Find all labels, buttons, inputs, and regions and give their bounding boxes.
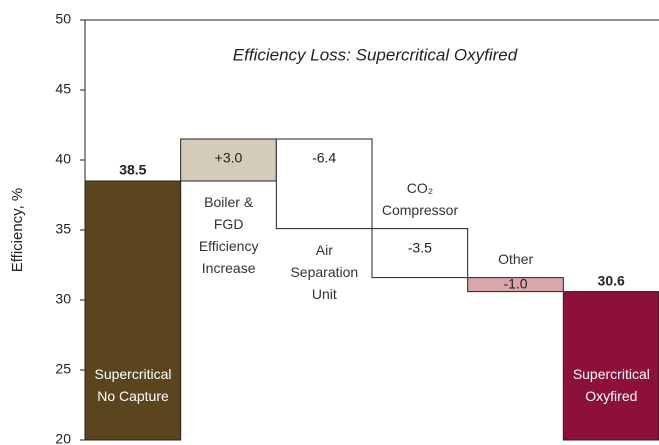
y-axis-label: Efficiency, % (9, 188, 26, 272)
bar (275, 138, 373, 230)
y-tick-label: 20 (55, 431, 71, 445)
y-tick-label: 35 (55, 221, 71, 237)
category-label: Other (498, 250, 534, 267)
value-label: -6.4 (312, 150, 336, 166)
y-tick-label: 25 (55, 361, 71, 377)
category-label: Air Separation Unit (290, 241, 359, 302)
y-tick-label: 50 (55, 11, 71, 27)
bar (467, 277, 564, 293)
value-label: 38.5 (119, 162, 146, 178)
bar (84, 180, 182, 441)
y-tick-label: 40 (55, 151, 71, 167)
category-label: CO₂ Compressor (381, 179, 459, 218)
category-label: Supercritical No Capture (94, 366, 172, 404)
value-label: -1.0 (503, 275, 527, 291)
value-label: +3.0 (215, 150, 243, 166)
chart-title: Efficiency Loss: Supercritical Oxyfired (233, 45, 518, 64)
category-label: Boiler & FGD Efficiency Increase (198, 194, 259, 276)
value-label: 30.6 (598, 272, 625, 288)
value-label: -3.5 (408, 239, 432, 255)
y-tick-label: 45 (55, 81, 71, 97)
bar (371, 228, 469, 279)
category-label: Supercritical Oxyfired (572, 366, 650, 404)
y-tick-label: 30 (55, 291, 71, 307)
